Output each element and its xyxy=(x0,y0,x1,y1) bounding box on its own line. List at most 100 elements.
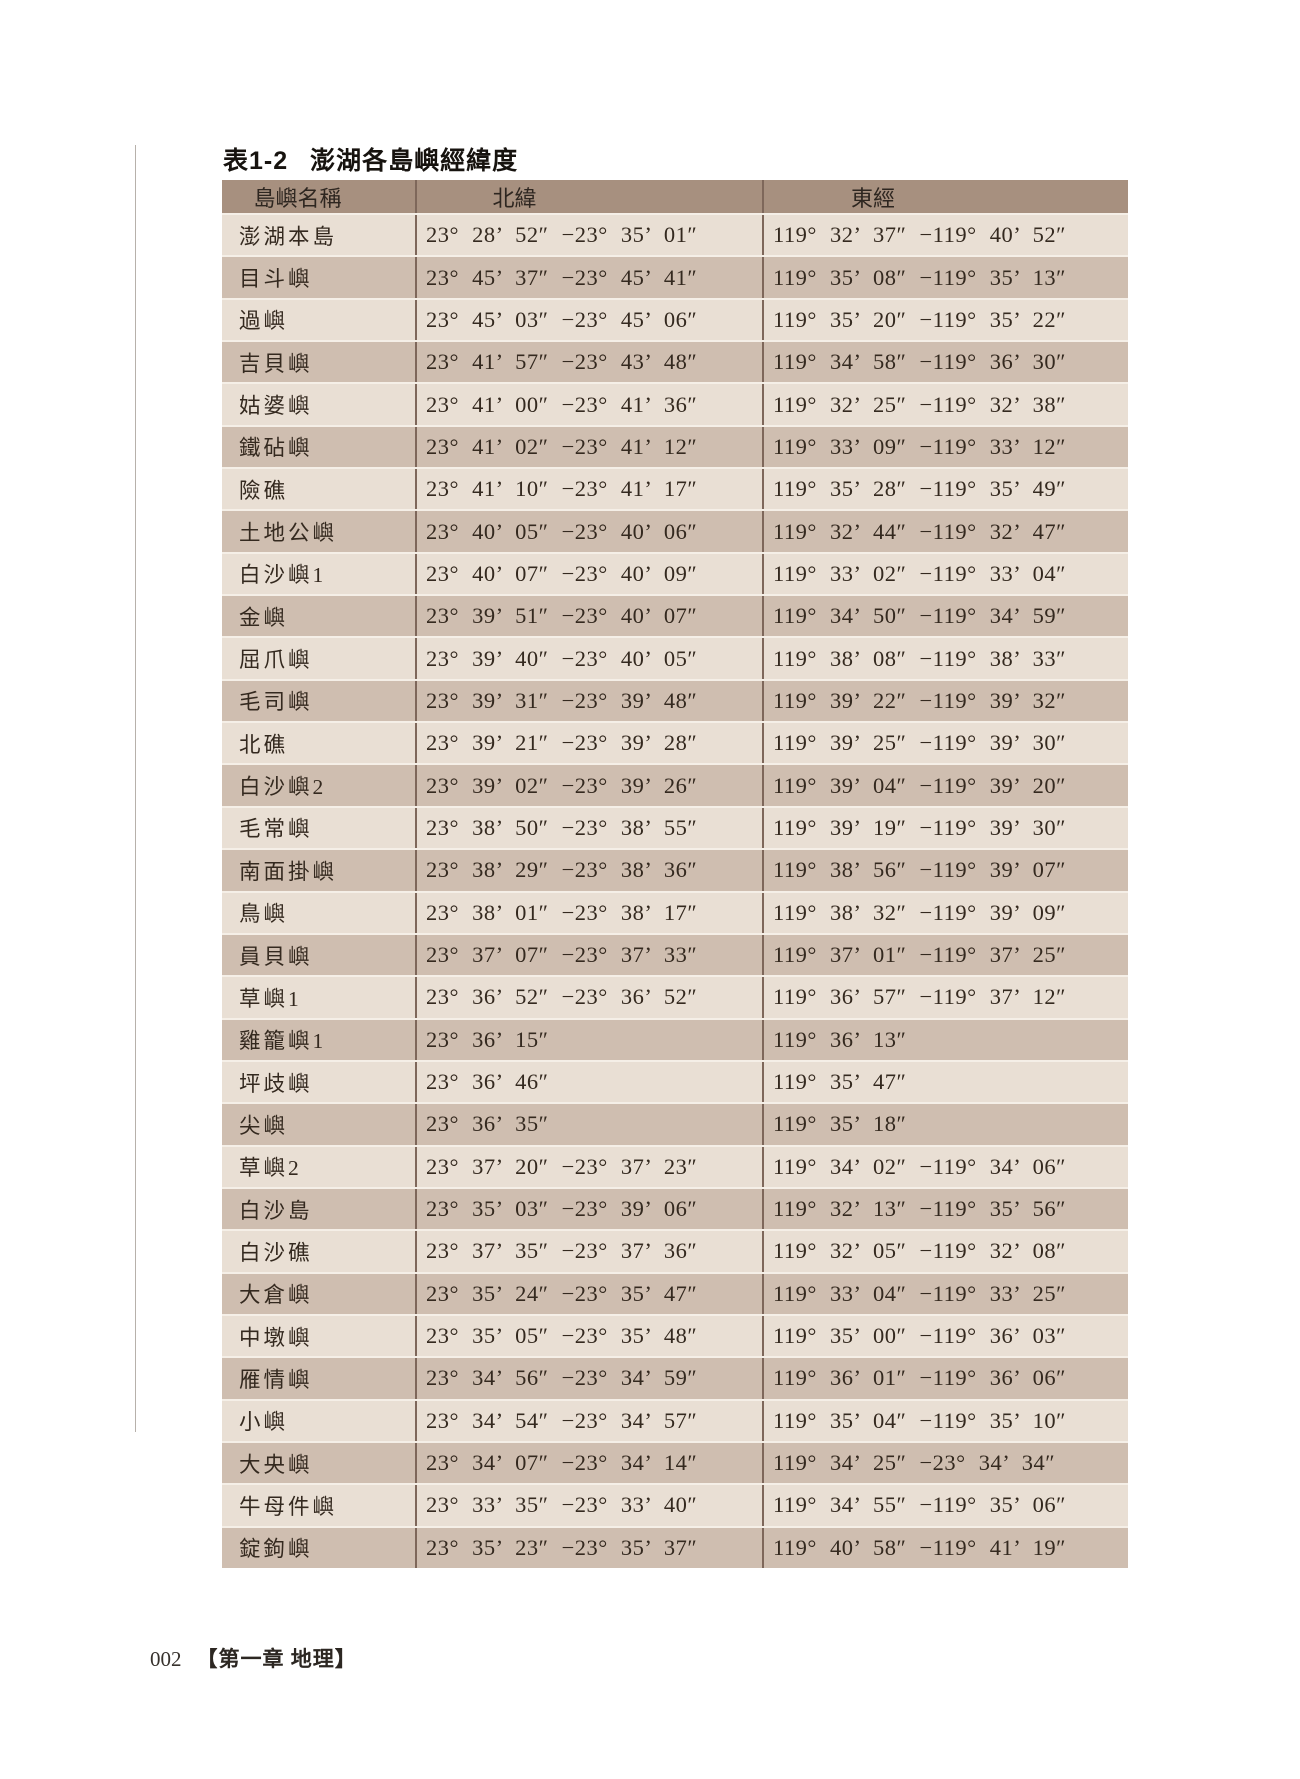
coordinates-table: 島嶼名稱 北緯 東經 澎湖本島 23° 28’ 52″ −23° 35’ 01″ 1… xyxy=(222,180,1128,1568)
table-caption: 澎湖各島嶼經緯度 xyxy=(310,147,519,175)
island-name-cell: 雁情嶼 xyxy=(239,1367,313,1392)
latitude-cell: 23° 33’ 35″ −23° 33’ 40″ xyxy=(415,1485,762,1526)
longitude-cell: 119° 35’ 28″ −119° 35’ 49″ xyxy=(762,469,1128,510)
left-margin-rule xyxy=(135,145,136,1432)
table-row: 目斗嶼 23° 45’ 37″ −23° 45’ 41″ 119° 35’ 08″ … xyxy=(222,255,1128,298)
table-row: 南面掛嶼 23° 38’ 29″ −23° 38’ 36″ 119° 38’ 56″… xyxy=(222,848,1128,891)
longitude-cell: 119° 34’ 55″ −119° 35’ 06″ xyxy=(762,1485,1128,1526)
latitude-cell: 23° 41’ 57″ −23° 43’ 48″ xyxy=(415,342,762,383)
longitude-cell: 119° 32’ 05″ −119° 32’ 08″ xyxy=(762,1231,1128,1272)
island-name-cell: 員貝嶼 xyxy=(239,944,313,969)
latitude-cell: 23° 36’ 35″ xyxy=(415,1104,762,1145)
island-name-cell: 鐵砧嶼 xyxy=(239,436,313,461)
table-row: 白沙嶼2 23° 39’ 02″ −23° 39’ 26″ 119° 39’ 04″… xyxy=(222,763,1128,806)
longitude-cell: 119° 33’ 04″ −119° 33’ 25″ xyxy=(762,1273,1128,1314)
island-name-cell: 過嶼 xyxy=(239,309,289,334)
island-name-cell: 白沙嶼1 xyxy=(239,563,327,588)
island-name-cell: 白沙嶼2 xyxy=(239,775,327,800)
island-name-cell: 目斗嶼 xyxy=(239,267,313,292)
latitude-cell: 23° 36’ 15″ xyxy=(415,1019,762,1060)
island-name-cell: 白沙礁 xyxy=(239,1240,313,1265)
island-name-cell: 姑婆嶼 xyxy=(239,394,313,419)
longitude-cell: 119° 32’ 25″ −119° 32’ 38″ xyxy=(762,384,1128,425)
longitude-cell: 119° 38’ 56″ −119° 39’ 07″ xyxy=(762,850,1128,891)
latitude-cell: 23° 45’ 03″ −23° 45’ 06″ xyxy=(415,299,762,341)
island-name-cell: 草嶼2 xyxy=(239,1156,302,1181)
longitude-cell: 119° 32’ 13″ −119° 35’ 56″ xyxy=(762,1188,1128,1230)
longitude-cell: 119° 35’ 20″ −119° 35’ 22″ xyxy=(762,299,1128,341)
latitude-cell: 23° 39’ 31″ −23° 39’ 48″ xyxy=(415,680,762,722)
latitude-cell: 23° 39’ 40″ −23° 40’ 05″ xyxy=(415,638,762,679)
longitude-cell: 119° 34’ 25″ −23° 34’ 34″ xyxy=(762,1442,1128,1484)
latitude-cell: 23° 36’ 46″ xyxy=(415,1061,762,1103)
latitude-cell: 23° 45’ 37″ −23° 45’ 41″ xyxy=(415,257,762,298)
column-header-north-latitude: 北緯 xyxy=(415,180,762,213)
longitude-cell: 119° 34’ 58″ −119° 36’ 30″ xyxy=(762,342,1128,383)
longitude-cell: 119° 35’ 18″ xyxy=(762,1104,1128,1145)
longitude-cell: 119° 35’ 00″ −119° 36’ 03″ xyxy=(762,1315,1128,1357)
island-name-cell: 澎湖本島 xyxy=(239,224,338,249)
table-row: 草嶼2 23° 37’ 20″ −23° 37’ 23″ 119° 34’ 02″ … xyxy=(222,1144,1128,1187)
island-name-cell: 險礁 xyxy=(239,478,289,503)
longitude-cell: 119° 40’ 58″ −119° 41’ 19″ xyxy=(762,1527,1128,1568)
longitude-cell: 119° 33’ 09″ −119° 33’ 12″ xyxy=(762,426,1128,468)
latitude-cell: 23° 37’ 20″ −23° 37’ 23″ xyxy=(415,1146,762,1187)
longitude-cell: 119° 35’ 47″ xyxy=(762,1061,1128,1103)
latitude-cell: 23° 41’ 00″ −23° 41’ 36″ xyxy=(415,384,762,425)
island-name-cell: 毛常嶼 xyxy=(239,817,313,842)
table-row: 過嶼 23° 45’ 03″ −23° 45’ 06″ 119° 35’ 20″ −… xyxy=(222,297,1128,341)
longitude-cell: 119° 34’ 02″ −119° 34’ 06″ xyxy=(762,1146,1128,1187)
longitude-cell: 119° 32’ 44″ −119° 32’ 47″ xyxy=(762,511,1128,552)
table-row: 姑婆嶼 23° 41’ 00″ −23° 41’ 36″ 119° 32’ 25″ … xyxy=(222,382,1128,425)
table-row: 牛母件嶼 23° 33’ 35″ −23° 33’ 40″ 119° 34’ 55″… xyxy=(222,1483,1128,1526)
island-name-cell: 土地公嶼 xyxy=(239,521,338,546)
latitude-cell: 23° 35’ 05″ −23° 35’ 48″ xyxy=(415,1315,762,1357)
table-row: 土地公嶼 23° 40’ 05″ −23° 40’ 06″ 119° 32’ 44″… xyxy=(222,509,1128,552)
table-row: 險礁 23° 41’ 10″ −23° 41’ 17″ 119° 35’ 28″ −… xyxy=(222,467,1128,510)
chapter-label: 【第一章 地理】 xyxy=(196,1647,357,1671)
latitude-cell: 23° 35’ 03″ −23° 39’ 06″ xyxy=(415,1188,762,1230)
island-name-cell: 屈爪嶼 xyxy=(239,648,313,673)
island-name-cell: 白沙島 xyxy=(239,1198,313,1223)
latitude-cell: 23° 38’ 50″ −23° 38’ 55″ xyxy=(415,807,762,849)
longitude-cell: 119° 39’ 22″ −119° 39’ 32″ xyxy=(762,680,1128,722)
table-number: 表1-2 xyxy=(223,147,289,175)
island-name-cell: 吉貝嶼 xyxy=(239,351,313,376)
island-name-cell: 坪歧嶼 xyxy=(239,1071,313,1096)
longitude-cell: 119° 38’ 08″ −119° 38’ 33″ xyxy=(762,638,1128,679)
table-row: 鐵砧嶼 23° 41’ 02″ −23° 41’ 12″ 119° 33’ 09″ … xyxy=(222,424,1128,468)
table-row: 雞籠嶼1 23° 36’ 15″ 119° 36’ 13″ xyxy=(222,1017,1128,1060)
latitude-cell: 23° 34’ 54″ −23° 34’ 57″ xyxy=(415,1400,762,1441)
latitude-cell: 23° 37’ 07″ −23° 37’ 33″ xyxy=(415,934,762,976)
island-name-cell: 鳥嶼 xyxy=(239,902,289,927)
table-row: 員貝嶼 23° 37’ 07″ −23° 37’ 33″ 119° 37’ 01″ … xyxy=(222,932,1128,976)
table-row: 毛常嶼 23° 38’ 50″ −23° 38’ 55″ 119° 39’ 19″ … xyxy=(222,805,1128,849)
longitude-cell: 119° 32’ 37″ −119° 40’ 52″ xyxy=(762,215,1128,256)
latitude-cell: 23° 38’ 01″ −23° 38’ 17″ xyxy=(415,892,762,933)
latitude-cell: 23° 40’ 05″ −23° 40’ 06″ xyxy=(415,511,762,552)
longitude-cell: 119° 35’ 04″ −119° 35’ 10″ xyxy=(762,1400,1128,1441)
table-row: 屈爪嶼 23° 39’ 40″ −23° 40’ 05″ 119° 38’ 08″ … xyxy=(222,636,1128,679)
table-row: 毛司嶼 23° 39’ 31″ −23° 39’ 48″ 119° 39’ 22″ … xyxy=(222,678,1128,722)
page-number: 002 xyxy=(150,1647,182,1671)
island-name-cell: 雞籠嶼1 xyxy=(239,1029,327,1054)
table-row: 錠鉤嶼 23° 35’ 23″ −23° 35’ 37″ 119° 40’ 58″ … xyxy=(222,1525,1128,1568)
latitude-cell: 23° 40’ 07″ −23° 40’ 09″ xyxy=(415,553,762,595)
island-name-cell: 草嶼1 xyxy=(239,986,302,1011)
island-name-cell: 大央嶼 xyxy=(239,1452,313,1477)
table-header-row: 島嶼名稱 北緯 東經 xyxy=(222,180,1128,213)
latitude-cell: 23° 41’ 02″ −23° 41’ 12″ xyxy=(415,426,762,468)
table-row: 白沙島 23° 35’ 03″ −23° 39’ 06″ 119° 32’ 13″ … xyxy=(222,1186,1128,1230)
latitude-cell: 23° 38’ 29″ −23° 38’ 36″ xyxy=(415,850,762,891)
table-body: 澎湖本島 23° 28’ 52″ −23° 35’ 01″ 119° 32’ 37″… xyxy=(222,213,1128,1568)
latitude-cell: 23° 34’ 07″ −23° 34’ 14″ xyxy=(415,1442,762,1484)
latitude-cell: 23° 35’ 24″ −23° 35’ 47″ xyxy=(415,1273,762,1314)
latitude-cell: 23° 39’ 51″ −23° 40’ 07″ xyxy=(415,596,762,637)
latitude-cell: 23° 39’ 21″ −23° 39’ 28″ xyxy=(415,723,762,764)
latitude-cell: 23° 35’ 23″ −23° 35’ 37″ xyxy=(415,1527,762,1568)
table-row: 白沙嶼1 23° 40’ 07″ −23° 40’ 09″ 119° 33’ 02″… xyxy=(222,551,1128,595)
latitude-cell: 23° 41’ 10″ −23° 41’ 17″ xyxy=(415,469,762,510)
table-row: 中墩嶼 23° 35’ 05″ −23° 35’ 48″ 119° 35’ 00″ … xyxy=(222,1313,1128,1357)
island-name-cell: 南面掛嶼 xyxy=(239,859,338,884)
latitude-cell: 23° 39’ 02″ −23° 39’ 26″ xyxy=(415,765,762,806)
